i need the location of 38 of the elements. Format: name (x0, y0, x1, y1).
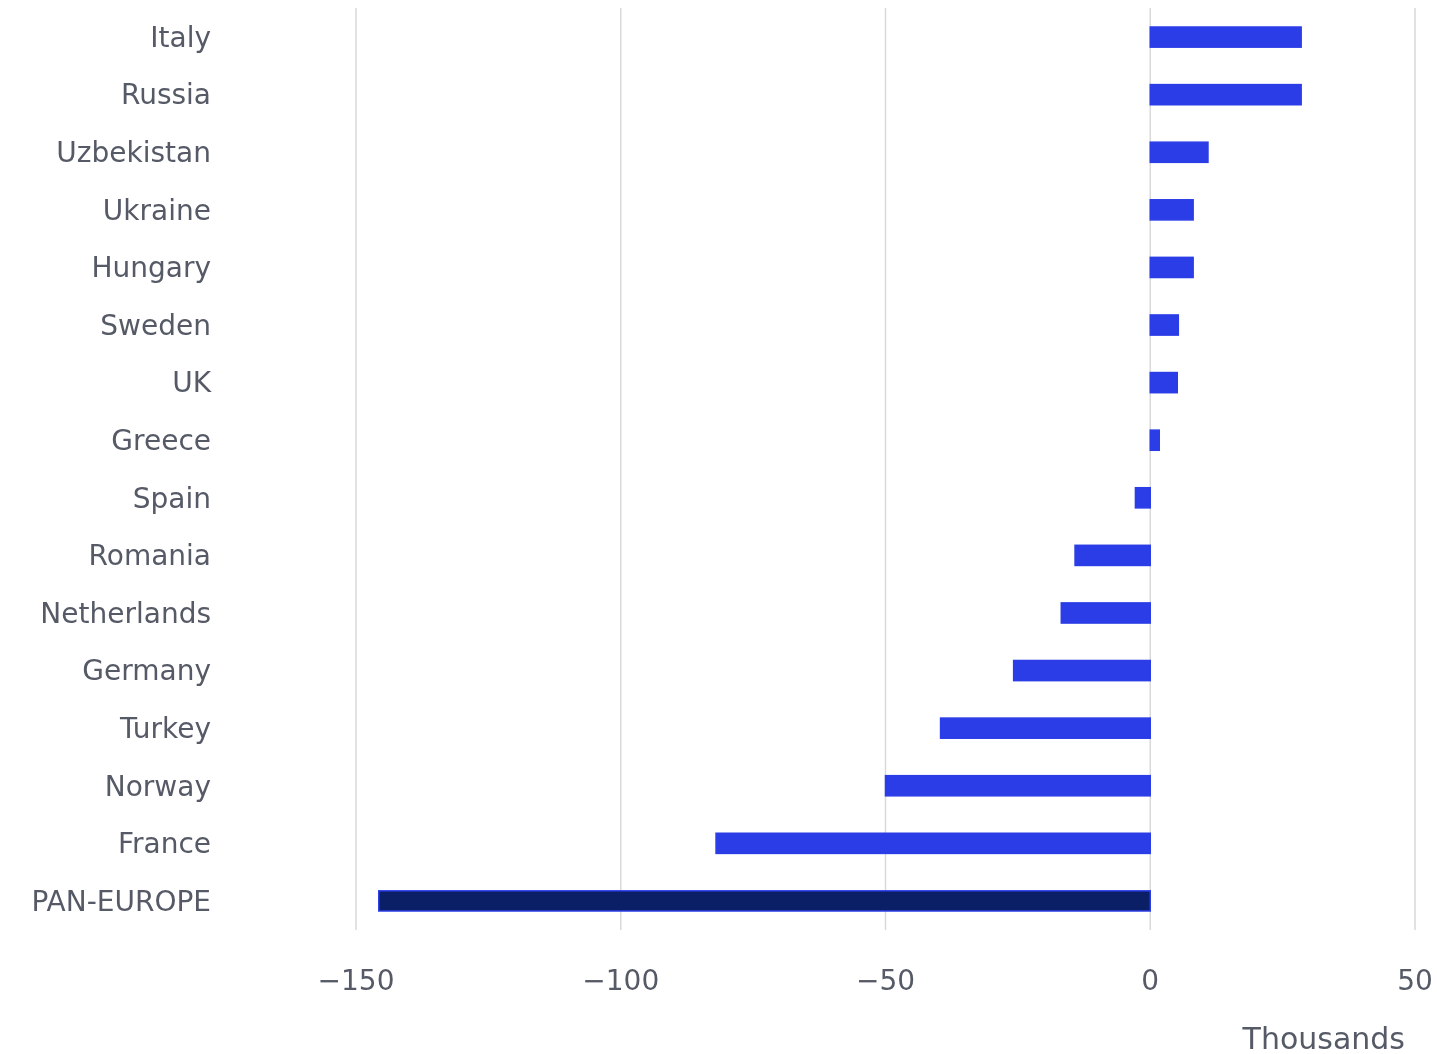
bar (1149, 26, 1302, 48)
y-tick-label: Germany (82, 654, 211, 688)
y-tick-label: Netherlands (40, 596, 211, 630)
bar (1149, 141, 1209, 164)
y-tick-label: Uzbekistan (56, 136, 211, 170)
y-tick-label: Italy (150, 20, 211, 54)
y-tick-label: Ukraine (102, 193, 211, 227)
bar (884, 774, 1151, 797)
x-tick-label: 50 (1397, 963, 1433, 997)
y-tick-label: Spain (132, 481, 211, 515)
x-tick-label: −150 (317, 963, 395, 997)
y-tick-label: Romania (88, 539, 211, 573)
y-tick-label: Norway (104, 769, 211, 803)
y-tick-label: Hungary (91, 251, 211, 285)
bar (1060, 602, 1151, 624)
bar (1149, 314, 1180, 336)
y-tick-label: Sweden (100, 308, 211, 342)
bar (1149, 199, 1194, 221)
bar (715, 832, 1151, 855)
bar (1012, 659, 1151, 682)
x-tick-label: 0 (1141, 963, 1160, 997)
bar (1074, 544, 1151, 567)
bar (1134, 486, 1151, 509)
x-axis-title: Thousands (1241, 1020, 1405, 1054)
y-tick-label: PAN-EUROPE (31, 884, 211, 918)
bar (1149, 256, 1194, 279)
bar (378, 890, 1151, 912)
x-tick-label: −100 (582, 963, 660, 997)
y-tick-label: Turkey (118, 711, 211, 745)
y-tick-label: Greece (111, 424, 211, 458)
y-tick-label: UK (172, 366, 212, 400)
x-tick-label: −50 (855, 963, 916, 997)
bar (1149, 429, 1160, 452)
bar (1149, 83, 1302, 106)
y-tick-label: France (117, 827, 211, 861)
bar (939, 717, 1151, 739)
y-tick-label: Russia (120, 78, 211, 112)
bar (1149, 371, 1178, 394)
